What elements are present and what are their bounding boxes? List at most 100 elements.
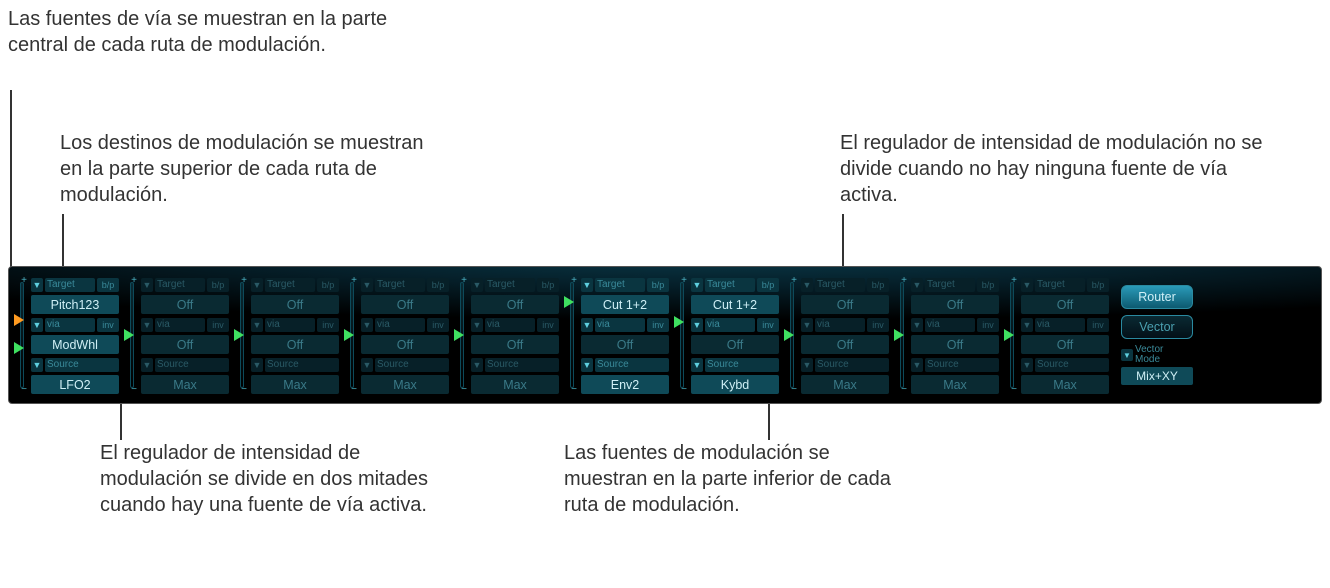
via-value[interactable]: Off bbox=[361, 335, 449, 354]
target-value[interactable]: Cut 1+2 bbox=[691, 295, 779, 314]
target-value[interactable]: Cut 1+2 bbox=[581, 295, 669, 314]
slider-handle[interactable] bbox=[344, 329, 354, 341]
via-value[interactable]: Off bbox=[471, 335, 559, 354]
source-value[interactable]: Max bbox=[911, 375, 999, 394]
inv-button[interactable]: inv bbox=[97, 318, 119, 332]
slider-handle[interactable] bbox=[564, 296, 574, 308]
source-value[interactable]: Max bbox=[471, 375, 559, 394]
dropdown-caret-icon[interactable]: ▼ bbox=[31, 358, 43, 372]
target-value[interactable]: Pitch123 bbox=[31, 295, 119, 314]
intensity-slider[interactable]: +− bbox=[783, 276, 801, 394]
slider-handle[interactable] bbox=[784, 329, 794, 341]
via-value[interactable]: Off bbox=[251, 335, 339, 354]
source-value[interactable]: Kybd bbox=[691, 375, 779, 394]
bp-button[interactable]: b/p bbox=[207, 278, 229, 292]
intensity-slider[interactable]: +− bbox=[233, 276, 251, 394]
inv-button[interactable]: inv bbox=[317, 318, 339, 332]
via-value[interactable]: ModWhl bbox=[31, 335, 119, 354]
dropdown-caret-icon[interactable]: ▼ bbox=[361, 318, 373, 332]
dropdown-caret-icon[interactable]: ▼ bbox=[31, 318, 43, 332]
inv-button[interactable]: inv bbox=[647, 318, 669, 332]
bp-button[interactable]: b/p bbox=[1087, 278, 1109, 292]
via-value[interactable]: Off bbox=[1021, 335, 1109, 354]
target-value[interactable]: Off bbox=[361, 295, 449, 314]
inv-button[interactable]: inv bbox=[757, 318, 779, 332]
dropdown-caret-icon[interactable]: ▼ bbox=[1021, 318, 1033, 332]
dropdown-caret-icon[interactable]: ▼ bbox=[801, 318, 813, 332]
dropdown-caret-icon[interactable]: ▼ bbox=[361, 278, 373, 292]
bp-button[interactable]: b/p bbox=[97, 278, 119, 292]
dropdown-caret-icon[interactable]: ▼ bbox=[581, 318, 593, 332]
dropdown-caret-icon[interactable]: ▼ bbox=[141, 318, 153, 332]
dropdown-caret-icon[interactable]: ▼ bbox=[1021, 278, 1033, 292]
slider-handle[interactable] bbox=[674, 316, 684, 328]
bp-button[interactable]: b/p bbox=[867, 278, 889, 292]
dropdown-caret-icon[interactable]: ▼ bbox=[361, 358, 373, 372]
source-value[interactable]: Env2 bbox=[581, 375, 669, 394]
source-value[interactable]: Max bbox=[141, 375, 229, 394]
inv-button[interactable]: inv bbox=[867, 318, 889, 332]
via-value[interactable]: Off bbox=[691, 335, 779, 354]
via-value[interactable]: Off bbox=[581, 335, 669, 354]
slider-handle[interactable] bbox=[124, 329, 134, 341]
source-value[interactable]: Max bbox=[801, 375, 889, 394]
dropdown-caret-icon[interactable]: ▼ bbox=[911, 278, 923, 292]
dropdown-caret-icon[interactable]: ▼ bbox=[141, 278, 153, 292]
source-value[interactable]: Max bbox=[1021, 375, 1109, 394]
intensity-slider[interactable]: +− bbox=[893, 276, 911, 394]
dropdown-caret-icon[interactable]: ▼ bbox=[251, 318, 263, 332]
source-value[interactable]: Max bbox=[251, 375, 339, 394]
intensity-slider[interactable]: +− bbox=[563, 276, 581, 394]
dropdown-caret-icon[interactable]: ▼ bbox=[31, 278, 43, 292]
source-value[interactable]: Max bbox=[361, 375, 449, 394]
router-button[interactable]: Router bbox=[1121, 285, 1193, 309]
dropdown-caret-icon[interactable]: ▼ bbox=[1121, 349, 1133, 361]
target-value[interactable]: Off bbox=[251, 295, 339, 314]
via-value[interactable]: Off bbox=[801, 335, 889, 354]
intensity-slider[interactable]: +− bbox=[123, 276, 141, 394]
bp-button[interactable]: b/p bbox=[977, 278, 999, 292]
inv-button[interactable]: inv bbox=[537, 318, 559, 332]
inv-button[interactable]: inv bbox=[207, 318, 229, 332]
target-value[interactable]: Off bbox=[911, 295, 999, 314]
dropdown-caret-icon[interactable]: ▼ bbox=[251, 358, 263, 372]
bp-button[interactable]: b/p bbox=[427, 278, 449, 292]
target-value[interactable]: Off bbox=[1021, 295, 1109, 314]
slider-handle[interactable] bbox=[1004, 329, 1014, 341]
inv-button[interactable]: inv bbox=[977, 318, 999, 332]
dropdown-caret-icon[interactable]: ▼ bbox=[801, 358, 813, 372]
bp-button[interactable]: b/p bbox=[537, 278, 559, 292]
slider-handle[interactable] bbox=[454, 329, 464, 341]
slider-handle[interactable] bbox=[234, 329, 244, 341]
dropdown-caret-icon[interactable]: ▼ bbox=[691, 358, 703, 372]
dropdown-caret-icon[interactable]: ▼ bbox=[691, 278, 703, 292]
via-value[interactable]: Off bbox=[911, 335, 999, 354]
inv-button[interactable]: inv bbox=[427, 318, 449, 332]
source-value[interactable]: LFO2 bbox=[31, 375, 119, 394]
inv-button[interactable]: inv bbox=[1087, 318, 1109, 332]
slider-handle[interactable] bbox=[14, 342, 24, 354]
dropdown-caret-icon[interactable]: ▼ bbox=[251, 278, 263, 292]
via-value[interactable]: Off bbox=[141, 335, 229, 354]
dropdown-caret-icon[interactable]: ▼ bbox=[581, 278, 593, 292]
dropdown-caret-icon[interactable]: ▼ bbox=[801, 278, 813, 292]
vector-button[interactable]: Vector bbox=[1121, 315, 1193, 339]
intensity-slider[interactable]: +− bbox=[1003, 276, 1021, 394]
bp-button[interactable]: b/p bbox=[757, 278, 779, 292]
slider-handle[interactable] bbox=[894, 329, 904, 341]
dropdown-caret-icon[interactable]: ▼ bbox=[471, 278, 483, 292]
dropdown-caret-icon[interactable]: ▼ bbox=[911, 318, 923, 332]
intensity-slider[interactable]: +− bbox=[13, 276, 31, 394]
vector-mode-value[interactable]: Mix+XY bbox=[1121, 367, 1193, 385]
dropdown-caret-icon[interactable]: ▼ bbox=[581, 358, 593, 372]
intensity-slider[interactable]: +− bbox=[673, 276, 691, 394]
target-value[interactable]: Off bbox=[471, 295, 559, 314]
intensity-slider[interactable]: +− bbox=[453, 276, 471, 394]
dropdown-caret-icon[interactable]: ▼ bbox=[911, 358, 923, 372]
target-value[interactable]: Off bbox=[801, 295, 889, 314]
dropdown-caret-icon[interactable]: ▼ bbox=[1021, 358, 1033, 372]
bp-button[interactable]: b/p bbox=[317, 278, 339, 292]
intensity-slider[interactable]: +− bbox=[343, 276, 361, 394]
dropdown-caret-icon[interactable]: ▼ bbox=[471, 358, 483, 372]
bp-button[interactable]: b/p bbox=[647, 278, 669, 292]
